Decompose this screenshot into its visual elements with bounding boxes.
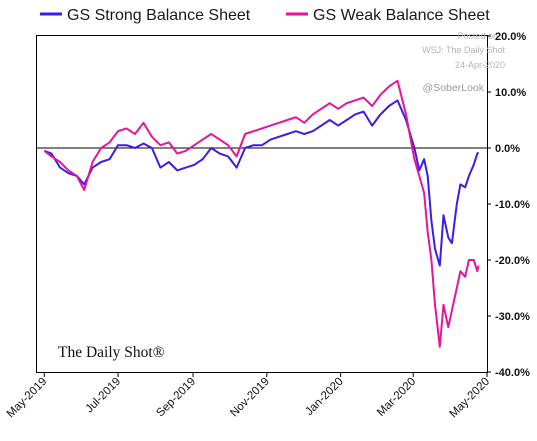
y-tick-label: -10.0% [495, 199, 530, 211]
x-tick-label: Mar-2020 [375, 376, 418, 419]
y-tick-label: -40.0% [495, 367, 530, 379]
legend: GS Strong Balance Sheet GS Weak Balance … [40, 7, 490, 24]
watermark-handle: @SoberLook [423, 82, 485, 94]
plot-frame [36, 35, 488, 373]
x-tick-label: Nov-2019 [228, 376, 272, 420]
legend-label-strong: GS Strong Balance Sheet [67, 7, 251, 24]
x-tick-label: May-2019 [5, 376, 50, 421]
x-tick-label: Jan-2020 [303, 376, 345, 418]
x-tick-label: Jul-2019 [83, 376, 123, 416]
series-line-strong-balance-sheet [43, 99, 480, 267]
y-tick-label: 20.0% [495, 31, 526, 43]
watermark: Posted on WSJ: The Daily Shot 24-Apr-202… [422, 31, 505, 94]
x-tick-label: May-2020 [447, 376, 492, 421]
y-tick-label: -20.0% [495, 255, 530, 267]
y-tick-label: -30.0% [495, 311, 530, 323]
watermark-date: 24-Apr-2020 [455, 60, 505, 70]
watermark-source: WSJ: The Daily Shot [422, 45, 505, 55]
x-tick-label: Sep-2019 [154, 376, 198, 420]
x-axis-ticks: May-2019 Jul-2019 Sep-2019 Nov-2019 Jan-2020… [5, 372, 492, 420]
legend-label-weak: GS Weak Balance Sheet [313, 7, 490, 24]
y-tick-label: 0.0% [495, 143, 520, 155]
series-line-weak-balance-sheet [43, 79, 480, 348]
watermark-posted-on: Posted on [457, 31, 498, 41]
y-tick-label: 10.0% [495, 87, 526, 99]
daily-shot-logo: The Daily Shot® [58, 344, 165, 361]
y-axis-ticks: 20.0% 10.0% 0.0% -10.0% -20.0% -30.0% -40.0% [487, 31, 530, 379]
